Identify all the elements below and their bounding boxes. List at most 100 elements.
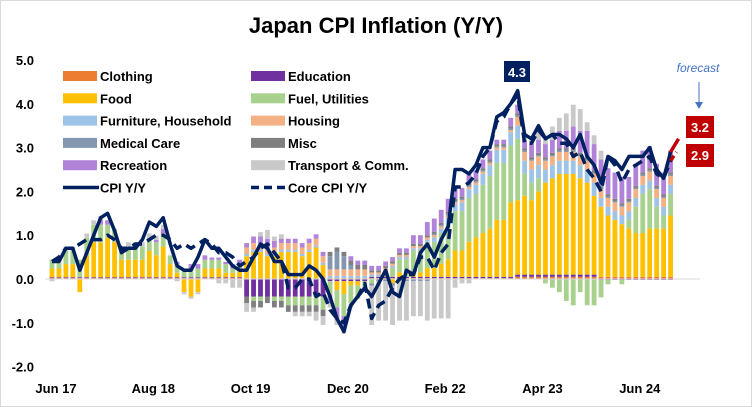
bar-housing <box>577 156 583 166</box>
bar-medical-care <box>668 174 673 177</box>
bar-fuel-utilities <box>285 296 291 306</box>
bar-education <box>98 277 104 279</box>
bar-transport-comm <box>223 279 229 284</box>
bar-furniture-household <box>362 275 368 279</box>
bar-food <box>133 259 138 278</box>
bar-furniture-household <box>258 249 263 252</box>
bar-food <box>119 259 124 278</box>
bar-food <box>640 233 646 277</box>
bar-misc <box>348 260 354 265</box>
bar-furniture-household <box>431 237 437 242</box>
bar-food <box>459 250 465 277</box>
bar-medical-care <box>431 233 437 236</box>
bar-recreation <box>188 264 194 269</box>
bar-clothing <box>654 276 660 279</box>
legend-item-fuel-utilities: Fuel, Utilities <box>251 91 369 106</box>
legend-swatch <box>251 93 285 104</box>
bar-fuel-utilities <box>355 285 361 299</box>
bar-housing <box>584 160 590 170</box>
bar-fuel-utilities <box>390 268 395 277</box>
bar-recreation <box>105 220 110 225</box>
bar-fuel-utilities <box>174 264 180 273</box>
bar-medical-care <box>570 150 576 152</box>
bar-education <box>556 274 562 277</box>
bar-transport-comm <box>577 109 583 131</box>
bar-housing <box>348 269 354 276</box>
bar-misc <box>577 152 583 156</box>
bar-misc <box>661 194 666 197</box>
bar-education <box>91 277 97 279</box>
bar-misc <box>244 296 249 304</box>
bar-fuel-utilities <box>167 255 173 265</box>
bar-food <box>417 272 423 277</box>
bar-clothing <box>563 276 569 279</box>
bar-food <box>550 178 555 275</box>
bar-housing <box>459 200 465 203</box>
bar-food <box>320 264 326 279</box>
bar-housing <box>251 243 256 250</box>
bar-housing <box>376 272 382 275</box>
bar-recreation <box>473 170 479 180</box>
legend-label: Clothing <box>100 69 153 84</box>
bar-transport-comm <box>292 311 298 317</box>
bar-food <box>216 268 222 278</box>
bar-education <box>265 279 270 297</box>
bar-housing <box>647 171 653 181</box>
bar-food <box>174 272 180 278</box>
bar-transport-comm <box>369 285 375 325</box>
bar-fuel-utilities <box>341 294 347 317</box>
bar-fuel-utilities <box>251 296 256 301</box>
bar-clothing <box>640 276 646 279</box>
bar-fuel-utilities <box>292 296 298 306</box>
bar-misc <box>327 251 333 257</box>
bar-fuel-utilities <box>543 279 548 284</box>
bar-recreation <box>640 150 646 173</box>
bar-transport-comm <box>49 279 55 282</box>
bar-misc <box>258 300 263 308</box>
bar-fuel-utilities <box>160 233 166 247</box>
bar-transport-comm <box>383 281 388 321</box>
bar-recreation <box>348 256 354 261</box>
bar-fuel-utilities <box>313 296 319 306</box>
bar-housing <box>487 162 493 166</box>
bar-furniture-household <box>466 189 472 198</box>
bar-clothing <box>661 276 666 279</box>
bar-transport-comm <box>334 320 340 325</box>
bar-medical-care <box>515 115 521 117</box>
bar-fuel-utilities <box>153 242 159 256</box>
bar-furniture-household <box>612 211 618 220</box>
bar-education <box>126 277 131 279</box>
bar-misc <box>292 305 298 312</box>
bar-food <box>647 228 653 277</box>
bar-recreation <box>411 235 416 244</box>
bar-recreation <box>223 261 229 265</box>
bar-misc <box>591 170 597 173</box>
x-tick-label: Aug 18 <box>132 381 175 396</box>
bar-furniture-household <box>661 206 666 216</box>
bar-fuel-utilities <box>508 145 514 203</box>
bar-medical-care <box>466 185 472 188</box>
bar-housing <box>612 202 618 212</box>
bar-fuel-utilities <box>70 250 76 265</box>
x-tick-label: Jun 17 <box>35 381 76 396</box>
bar-misc <box>299 305 305 312</box>
bar-education <box>362 279 368 282</box>
bar-food <box>70 264 76 278</box>
bar-fuel-utilities <box>529 182 534 201</box>
bar-fuel-utilities <box>105 224 110 238</box>
bar-furniture-household <box>473 184 479 194</box>
bar-education <box>376 276 382 279</box>
bar-food <box>397 272 402 277</box>
bar-education <box>105 277 110 279</box>
bar-fuel-utilities <box>306 296 312 306</box>
bar-transport-comm <box>126 242 131 247</box>
bar-housing <box>522 151 527 161</box>
bar-recreation <box>272 240 277 248</box>
y-tick-label: 1.0 <box>16 228 34 243</box>
bar-transport-comm <box>556 117 562 131</box>
bar-recreation <box>292 238 298 244</box>
bar-furniture-household <box>397 257 402 260</box>
bar-education <box>181 277 187 279</box>
bar-recreation <box>591 144 597 171</box>
bar-furniture-household <box>633 197 639 207</box>
